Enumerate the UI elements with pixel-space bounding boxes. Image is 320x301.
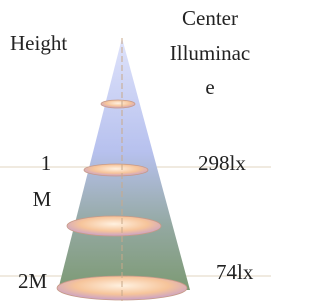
light-disc xyxy=(84,164,148,176)
illuminance-value: 74lx xyxy=(216,260,254,284)
illuminance-header: e xyxy=(205,75,214,99)
height-header: Height xyxy=(10,31,67,55)
height-label: M xyxy=(33,187,52,211)
height-label: 1 xyxy=(41,151,52,175)
height-label: 2M xyxy=(18,269,48,293)
illuminance-value: 298lx xyxy=(198,151,246,175)
illuminance-header: Illuminac xyxy=(170,41,250,65)
light-disc xyxy=(57,276,187,300)
light-disc xyxy=(101,100,135,108)
light-cone-diagram: Height Center Illuminac e 1 M 298lx 2M 7… xyxy=(0,0,271,301)
illuminance-header: Center xyxy=(182,6,238,30)
light-disc xyxy=(67,216,161,236)
